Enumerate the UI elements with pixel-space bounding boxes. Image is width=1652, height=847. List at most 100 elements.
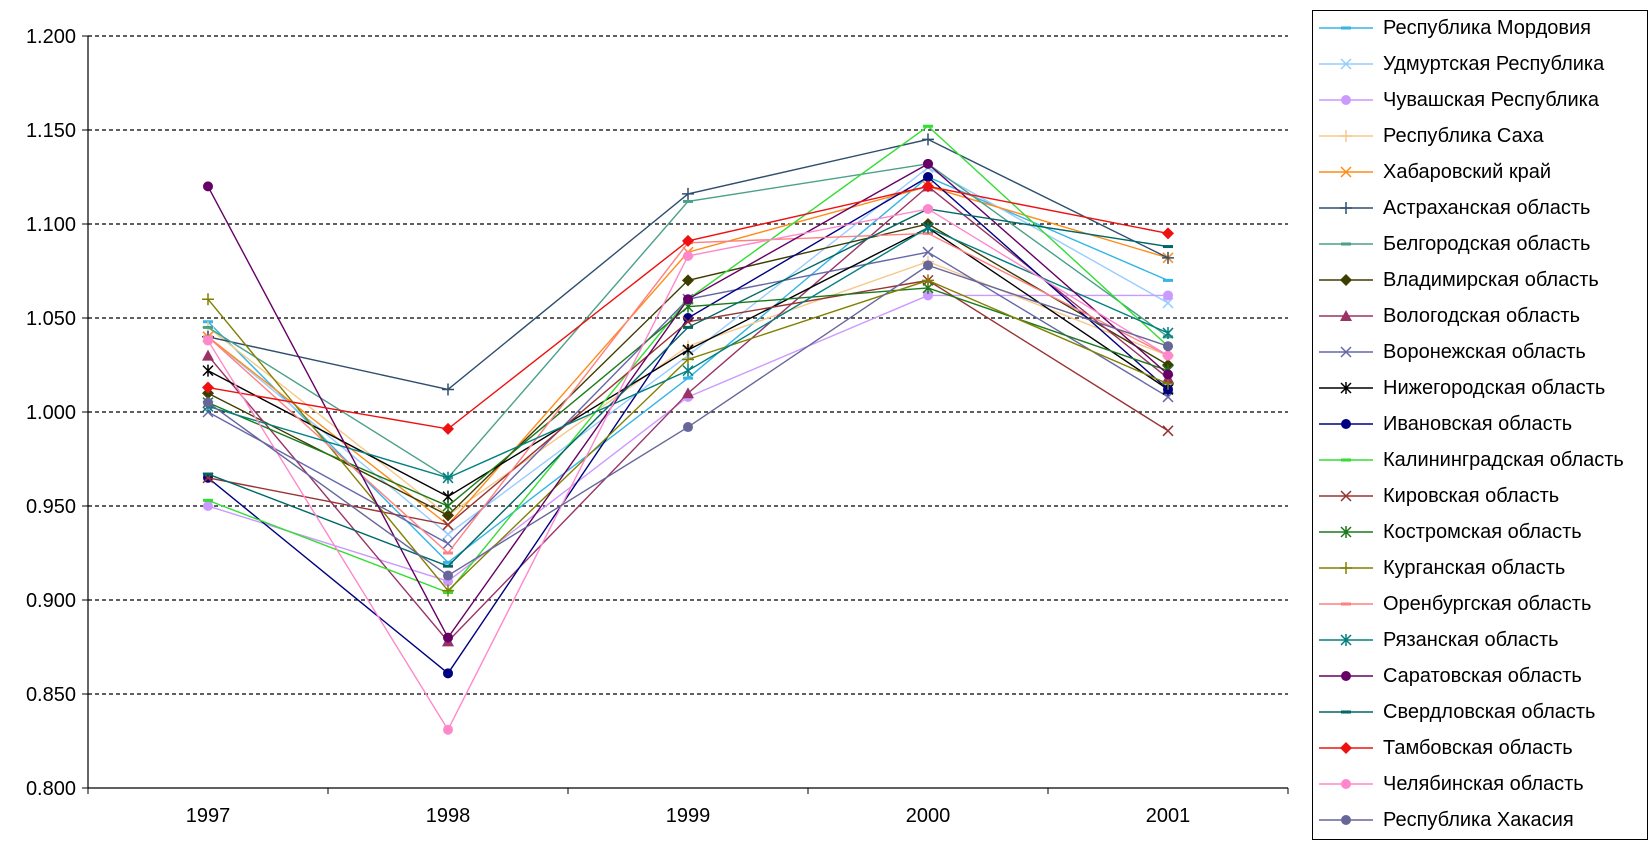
data-point bbox=[442, 509, 454, 522]
y-tick-label: 0.950 bbox=[26, 496, 76, 518]
data-point bbox=[683, 313, 693, 323]
data-point bbox=[682, 234, 694, 247]
legend-item: Удмуртская Республика bbox=[1313, 46, 1647, 82]
legend-item: Ивановская область bbox=[1313, 406, 1647, 442]
series-21 bbox=[202, 180, 1174, 435]
legend-item: Чувашская Республика bbox=[1313, 82, 1647, 118]
series-9 bbox=[202, 180, 1174, 647]
legend-label: Республика Саха bbox=[1383, 125, 1544, 147]
legend-label: Республика Мордовия bbox=[1383, 17, 1591, 39]
data-point bbox=[922, 180, 934, 193]
y-tick-label: 1.000 bbox=[26, 402, 76, 424]
data-point bbox=[442, 383, 454, 396]
data-point bbox=[1162, 297, 1174, 309]
data-point bbox=[203, 397, 213, 408]
series-19 bbox=[203, 158, 1173, 643]
legend-label: Калининградская область bbox=[1383, 449, 1624, 471]
legend-swatch-marker bbox=[1341, 419, 1351, 429]
data-point bbox=[922, 246, 934, 258]
data-point bbox=[1162, 377, 1174, 390]
data-point bbox=[443, 570, 453, 581]
data-point bbox=[682, 187, 694, 200]
legend-label: Нижегородская область bbox=[1383, 377, 1606, 399]
y-tick-label: 1.200 bbox=[26, 26, 76, 48]
legend-label: Астраханская область bbox=[1383, 197, 1591, 219]
legend-label: Челябинская область bbox=[1383, 773, 1584, 795]
data-point bbox=[1163, 350, 1173, 361]
data-point bbox=[442, 422, 454, 435]
legend-swatch-marker bbox=[1340, 130, 1352, 142]
data-point bbox=[682, 274, 694, 287]
data-point bbox=[922, 133, 934, 146]
data-point bbox=[922, 274, 934, 287]
data-point bbox=[1163, 341, 1173, 352]
x-tick-label: 2001 bbox=[1146, 805, 1191, 827]
legend-swatch bbox=[1319, 742, 1373, 754]
data-point bbox=[923, 158, 933, 169]
data-point bbox=[442, 538, 454, 550]
x-tick-label: 2000 bbox=[906, 805, 951, 827]
legend-swatch bbox=[1319, 602, 1373, 606]
legend-swatch bbox=[1319, 95, 1373, 105]
legend-swatch-marker bbox=[1340, 490, 1352, 502]
data-point bbox=[442, 500, 454, 512]
legend-swatch-marker bbox=[1341, 815, 1351, 825]
legend-item: Владимирская область bbox=[1313, 262, 1647, 298]
legend-swatch bbox=[1319, 562, 1373, 574]
legend-label: Рязанская область bbox=[1383, 629, 1559, 651]
data-point bbox=[443, 632, 453, 643]
legend-swatch bbox=[1319, 815, 1373, 825]
legend-item: Хабаровский край bbox=[1313, 154, 1647, 190]
legend-swatch-marker bbox=[1340, 310, 1352, 321]
legend-swatch bbox=[1319, 346, 1373, 358]
legend-swatch-marker bbox=[1341, 95, 1351, 105]
legend-swatch bbox=[1319, 166, 1373, 178]
legend-label: Чувашская Республика bbox=[1383, 89, 1599, 111]
legend-label: Свердловская область bbox=[1383, 701, 1596, 723]
series-16 bbox=[202, 274, 1174, 597]
x-tick-label: 1998 bbox=[426, 805, 471, 827]
data-point bbox=[203, 501, 213, 511]
legend-swatch bbox=[1319, 779, 1373, 789]
x-tick-label: 1999 bbox=[666, 805, 711, 827]
legend-swatch-marker bbox=[1340, 382, 1352, 394]
legend-swatch bbox=[1319, 26, 1373, 30]
legend-item: Вологодская область bbox=[1313, 298, 1647, 334]
y-tick-label: 1.100 bbox=[26, 214, 76, 236]
series-6 bbox=[202, 133, 1174, 396]
legend-swatch bbox=[1319, 419, 1373, 429]
legend-item: Республика Саха bbox=[1313, 118, 1647, 154]
legend-item: Свердловская область bbox=[1313, 694, 1647, 730]
data-point bbox=[202, 293, 214, 306]
data-point bbox=[683, 294, 693, 305]
legend-label: Саратовская область bbox=[1383, 665, 1582, 687]
series-22 bbox=[203, 203, 1173, 735]
data-point bbox=[683, 250, 693, 261]
legend: Республика Мордовия Удмуртская Республика… bbox=[1312, 10, 1648, 840]
legend-item: Республика Хакасия bbox=[1313, 802, 1647, 838]
legend-swatch-marker bbox=[1341, 671, 1351, 681]
legend-swatch-marker bbox=[1340, 526, 1352, 538]
series-line bbox=[207, 294, 1168, 582]
legend-swatch bbox=[1319, 634, 1373, 646]
data-point bbox=[443, 668, 453, 679]
legend-swatch-marker bbox=[1340, 742, 1352, 754]
y-tick-label: 0.800 bbox=[26, 778, 76, 800]
series-line bbox=[207, 208, 1169, 732]
legend-label: Республика Хакасия bbox=[1383, 809, 1574, 831]
legend-item: Курганская область bbox=[1313, 550, 1647, 586]
y-tick-label: 0.850 bbox=[26, 684, 76, 706]
legend-item: Рязанская область bbox=[1313, 622, 1647, 658]
legend-label: Удмуртская Республика bbox=[1383, 53, 1605, 75]
legend-label: Ивановская область bbox=[1383, 413, 1573, 435]
legend-swatch bbox=[1319, 526, 1373, 538]
data-point bbox=[922, 221, 934, 234]
legend-swatch-marker bbox=[1340, 58, 1352, 70]
y-tick-label: 0.900 bbox=[26, 590, 76, 612]
legend-item: Челябинская область bbox=[1313, 766, 1647, 802]
legend-item: Белгородская область bbox=[1313, 226, 1647, 262]
legend-label: Тамбовская область bbox=[1383, 737, 1573, 759]
legend-swatch bbox=[1319, 274, 1373, 286]
legend-label: Вологодская область bbox=[1383, 305, 1581, 327]
